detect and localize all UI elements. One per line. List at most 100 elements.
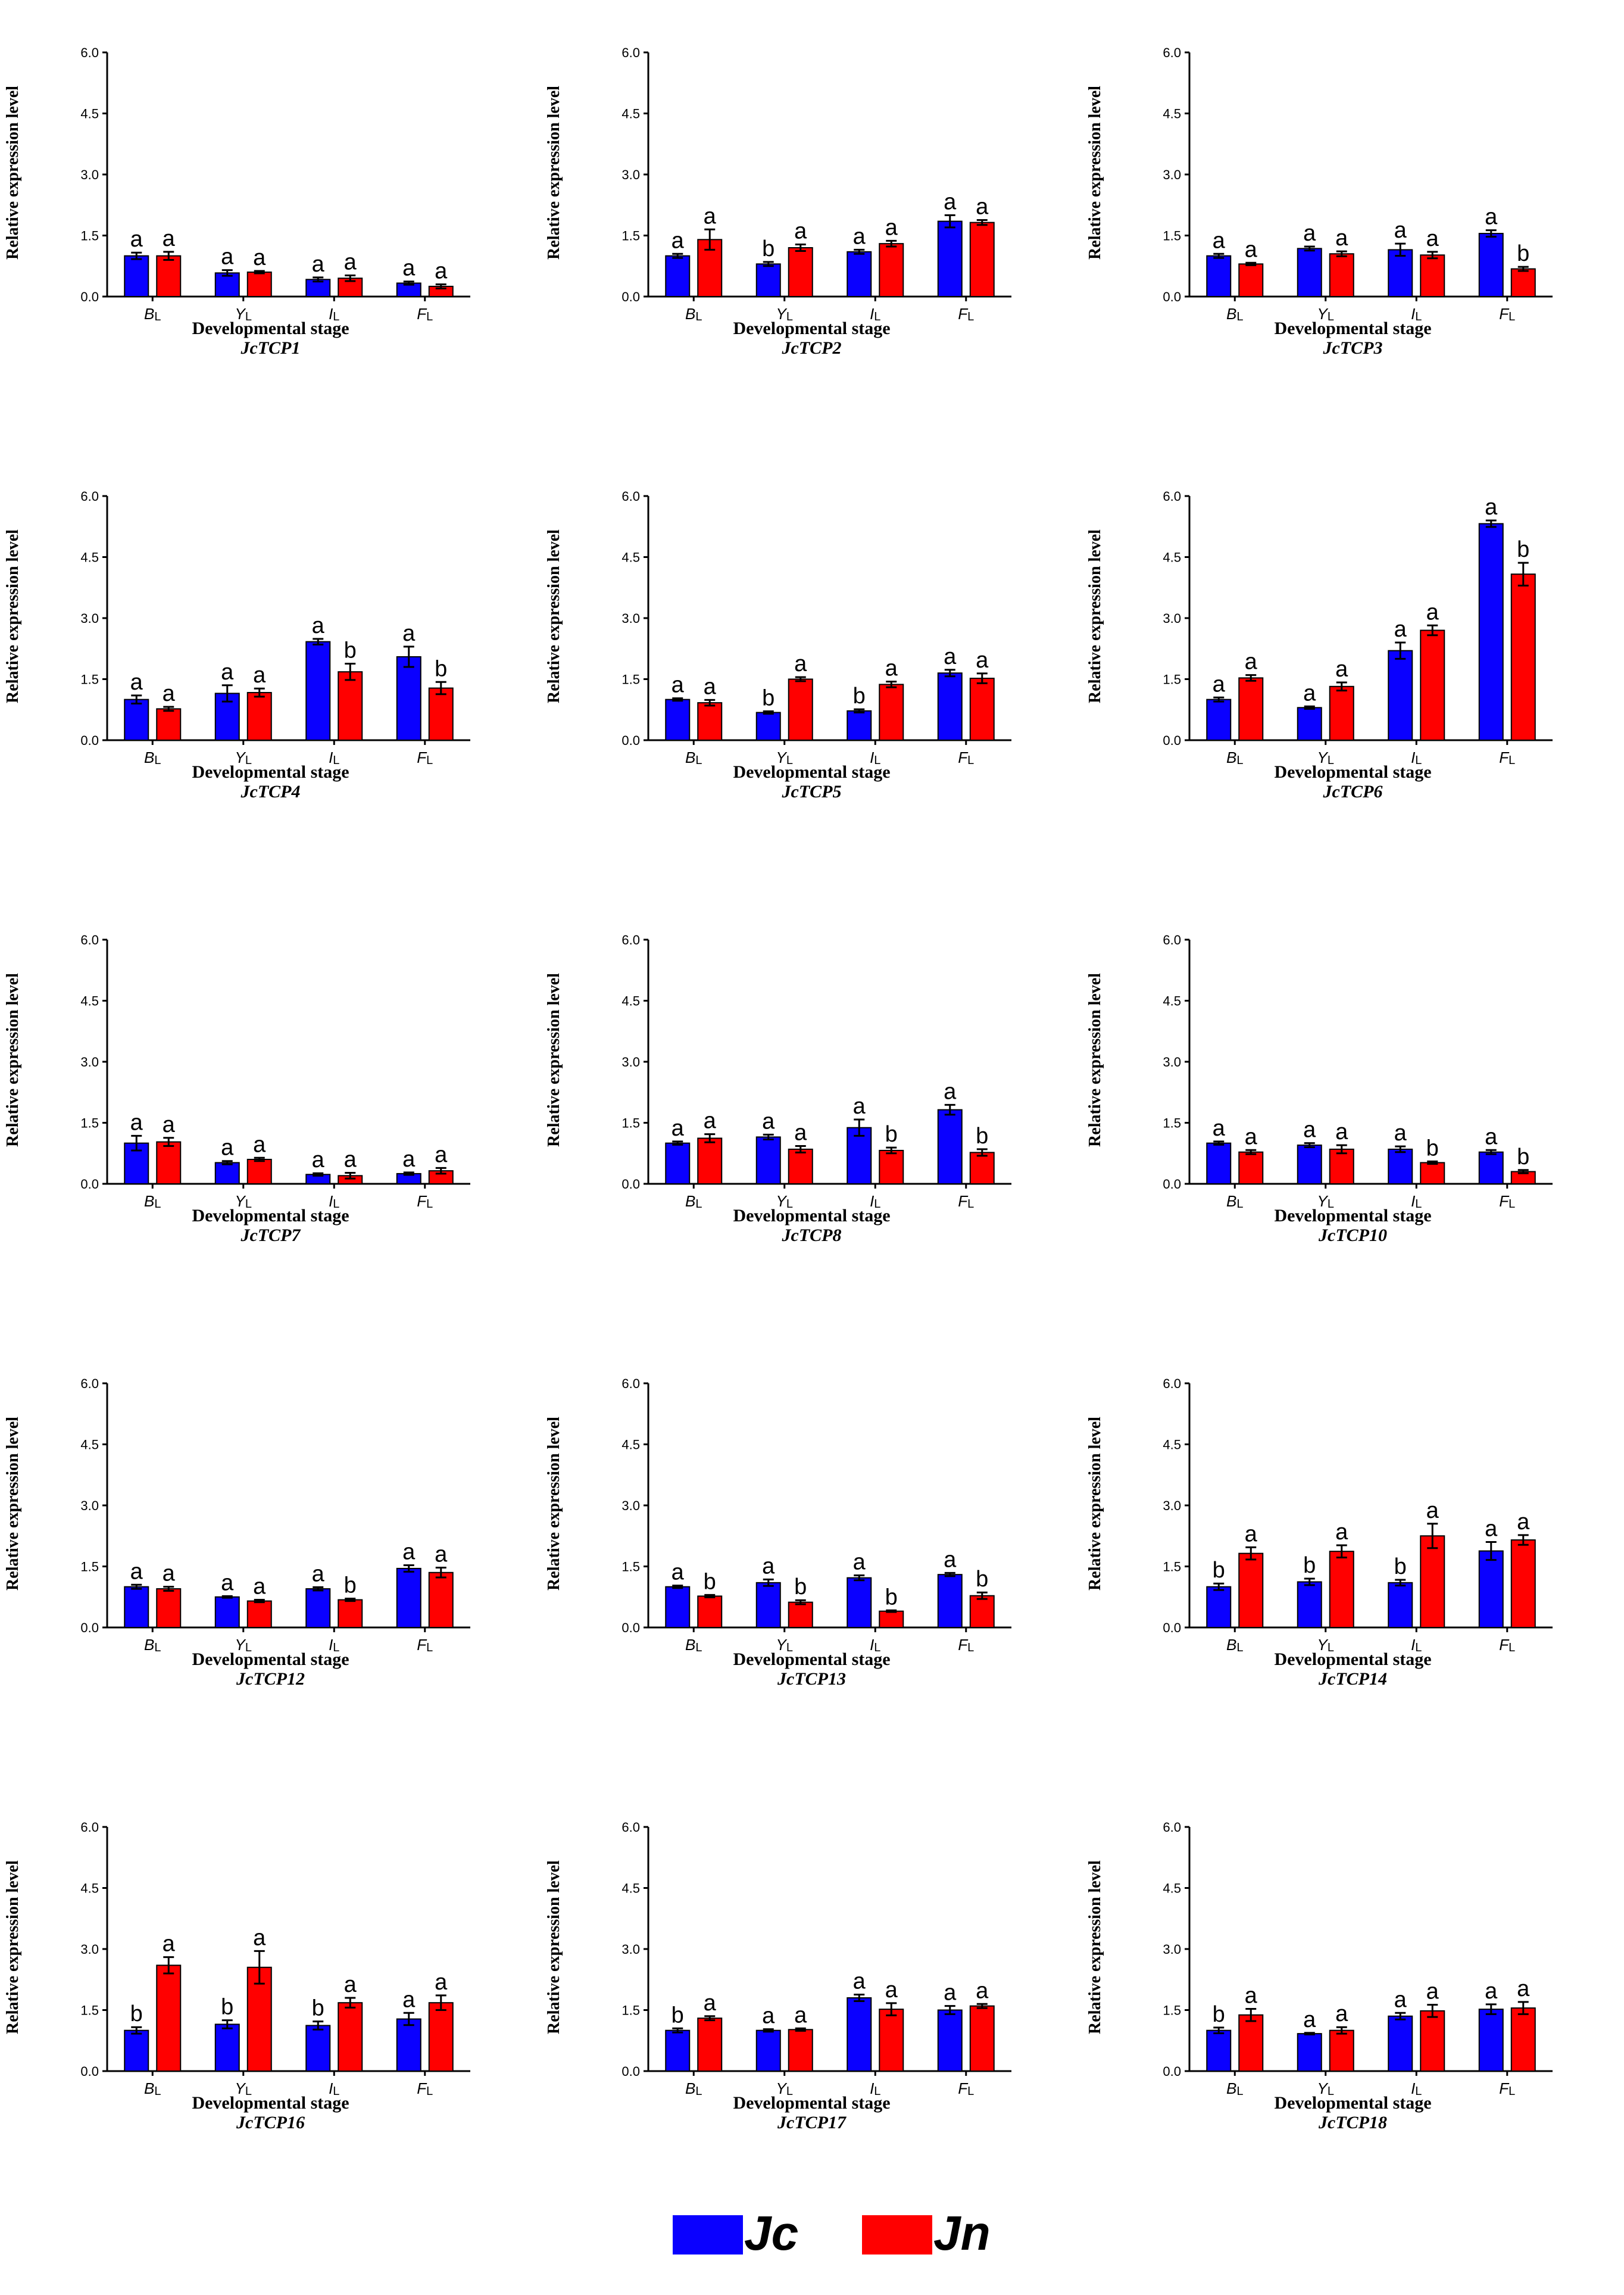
significance-letter: a [435,1142,448,1167]
significance-letter: a [1335,1520,1348,1545]
x-tick-label: IL [1411,749,1422,765]
significance-letter: b [885,1585,898,1610]
y-tick-label: 3.0 [622,1055,640,1069]
significance-letter: a [163,1932,176,1957]
bar-jc-y [1297,248,1322,297]
bar-jn-i [338,1599,363,1628]
significance-letter: a [312,1561,325,1586]
y-tick-label: 1.5 [80,229,99,244]
x-tick-label: BL [144,305,161,322]
significance-letter: a [435,1970,448,1995]
y-tick-label: 3.0 [80,167,99,182]
bar-jc-f [937,1109,963,1184]
significance-letter: b [672,2003,684,2028]
error-bar [403,2012,414,2026]
y-axis-label: Relative expression level [545,529,563,703]
y-tick-label: 1.5 [622,1560,640,1574]
significance-letter: a [976,195,989,220]
significance-letter: a [853,1550,866,1575]
x-tick-label: IL [329,1636,339,1652]
error-bar [1395,641,1406,660]
chart-jctcp12: 0.0 1.5 3.0 4.5 6.0 BL a a YL a a IL a b FL a a Relative … [0,1355,541,1795]
error-bar [1427,1160,1438,1165]
x-axis-title: Developmental stage [733,319,891,338]
x-tick-label: YL [776,1636,793,1652]
y-tick-label: 1.5 [80,2003,99,2018]
x-tick-label: YL [235,1192,252,1209]
bar-jn-b [1238,1151,1264,1185]
bar-jn-f [428,1571,454,1628]
legend-label-jn: Jn [933,2206,991,2260]
bar-jc-b [1206,699,1232,741]
significance-letter: b [1213,1558,1225,1583]
y-tick-label: 1.5 [1163,229,1181,244]
bar-jn-f [969,1595,995,1629]
significance-letter: a [1394,1987,1407,2012]
significance-letter: b [1517,241,1529,266]
bar-jn-i [1420,629,1445,741]
gene-title: JcTCP12 [236,1669,305,1689]
error-bar [1336,250,1347,257]
significance-letter: a [221,1136,234,1161]
error-bar [704,228,716,251]
x-axis-title: Developmental stage [1274,1206,1432,1226]
significance-letter: a [762,2004,775,2029]
error-bar [1213,2026,1225,2034]
y-tick-label: 6.0 [80,1820,99,1835]
bar-jc-i [1388,1148,1413,1184]
x-tick-label: BL [685,1192,702,1209]
error-bar [163,706,174,712]
x-tick-label: YL [776,2079,793,2096]
significance-letter: a [130,1559,143,1584]
error-bar [795,1145,806,1153]
significance-letter: a [1245,1983,1258,2008]
x-tick-label: IL [329,2079,339,2096]
x-tick-label: YL [235,305,252,322]
y-tick-label: 0.0 [80,1177,99,1192]
significance-letter: a [672,1560,685,1585]
y-tick-label: 1.5 [622,2003,640,2018]
y-tick-label: 4.5 [80,994,99,1009]
significance-letter: a [1335,226,1348,251]
y-tick-label: 0.0 [80,1620,99,1635]
y-tick-label: 0.0 [1163,289,1181,304]
error-bar [435,283,446,289]
x-tick-label: BL [144,1636,161,1652]
error-bar [795,2027,806,2032]
error-bar [1517,1534,1529,1546]
error-bar [313,1586,324,1592]
x-tick-label: IL [870,749,880,765]
x-tick-label: IL [329,305,339,322]
significance-letter: a [1394,1121,1407,1146]
significance-letter: a [976,1978,989,2003]
bar-jc-f [1478,1550,1504,1628]
bar-jc-f [937,672,963,741]
y-tick-label: 0.0 [80,733,99,748]
significance-letter: a [1426,600,1439,625]
x-tick-label: IL [1411,2079,1422,2096]
error-bar [763,1578,774,1587]
significance-letter: a [704,674,717,699]
significance-letter: a [853,224,866,249]
y-tick-label: 3.0 [1163,1498,1181,1513]
significance-letter: a [794,2003,807,2028]
chart-jctcp16: 0.0 1.5 3.0 4.5 6.0 BL b a YL b a IL b a FL a a Relative … [0,1798,541,2239]
error-bar [1336,2026,1347,2035]
chart-jctcp3: 0.0 1.5 3.0 4.5 6.0 BL a a YL a a IL a a FL a b Relative … [1082,24,1623,464]
error-bar [886,239,897,248]
error-bar [886,1609,897,1613]
x-tick-label: FL [1499,2079,1515,2096]
significance-letter: a [794,1120,807,1145]
y-tick-label: 0.0 [622,1177,640,1192]
error-bar [795,244,806,252]
bar-jc-i [847,251,872,298]
significance-letter: a [885,656,898,681]
significance-letter: b [221,1995,233,2020]
legend-swatch-jn [862,2215,932,2255]
significance-letter: b [704,1569,716,1594]
x-tick-label: BL [1226,749,1243,765]
significance-letter: a [402,621,416,646]
bar-jn-i [879,1610,904,1628]
